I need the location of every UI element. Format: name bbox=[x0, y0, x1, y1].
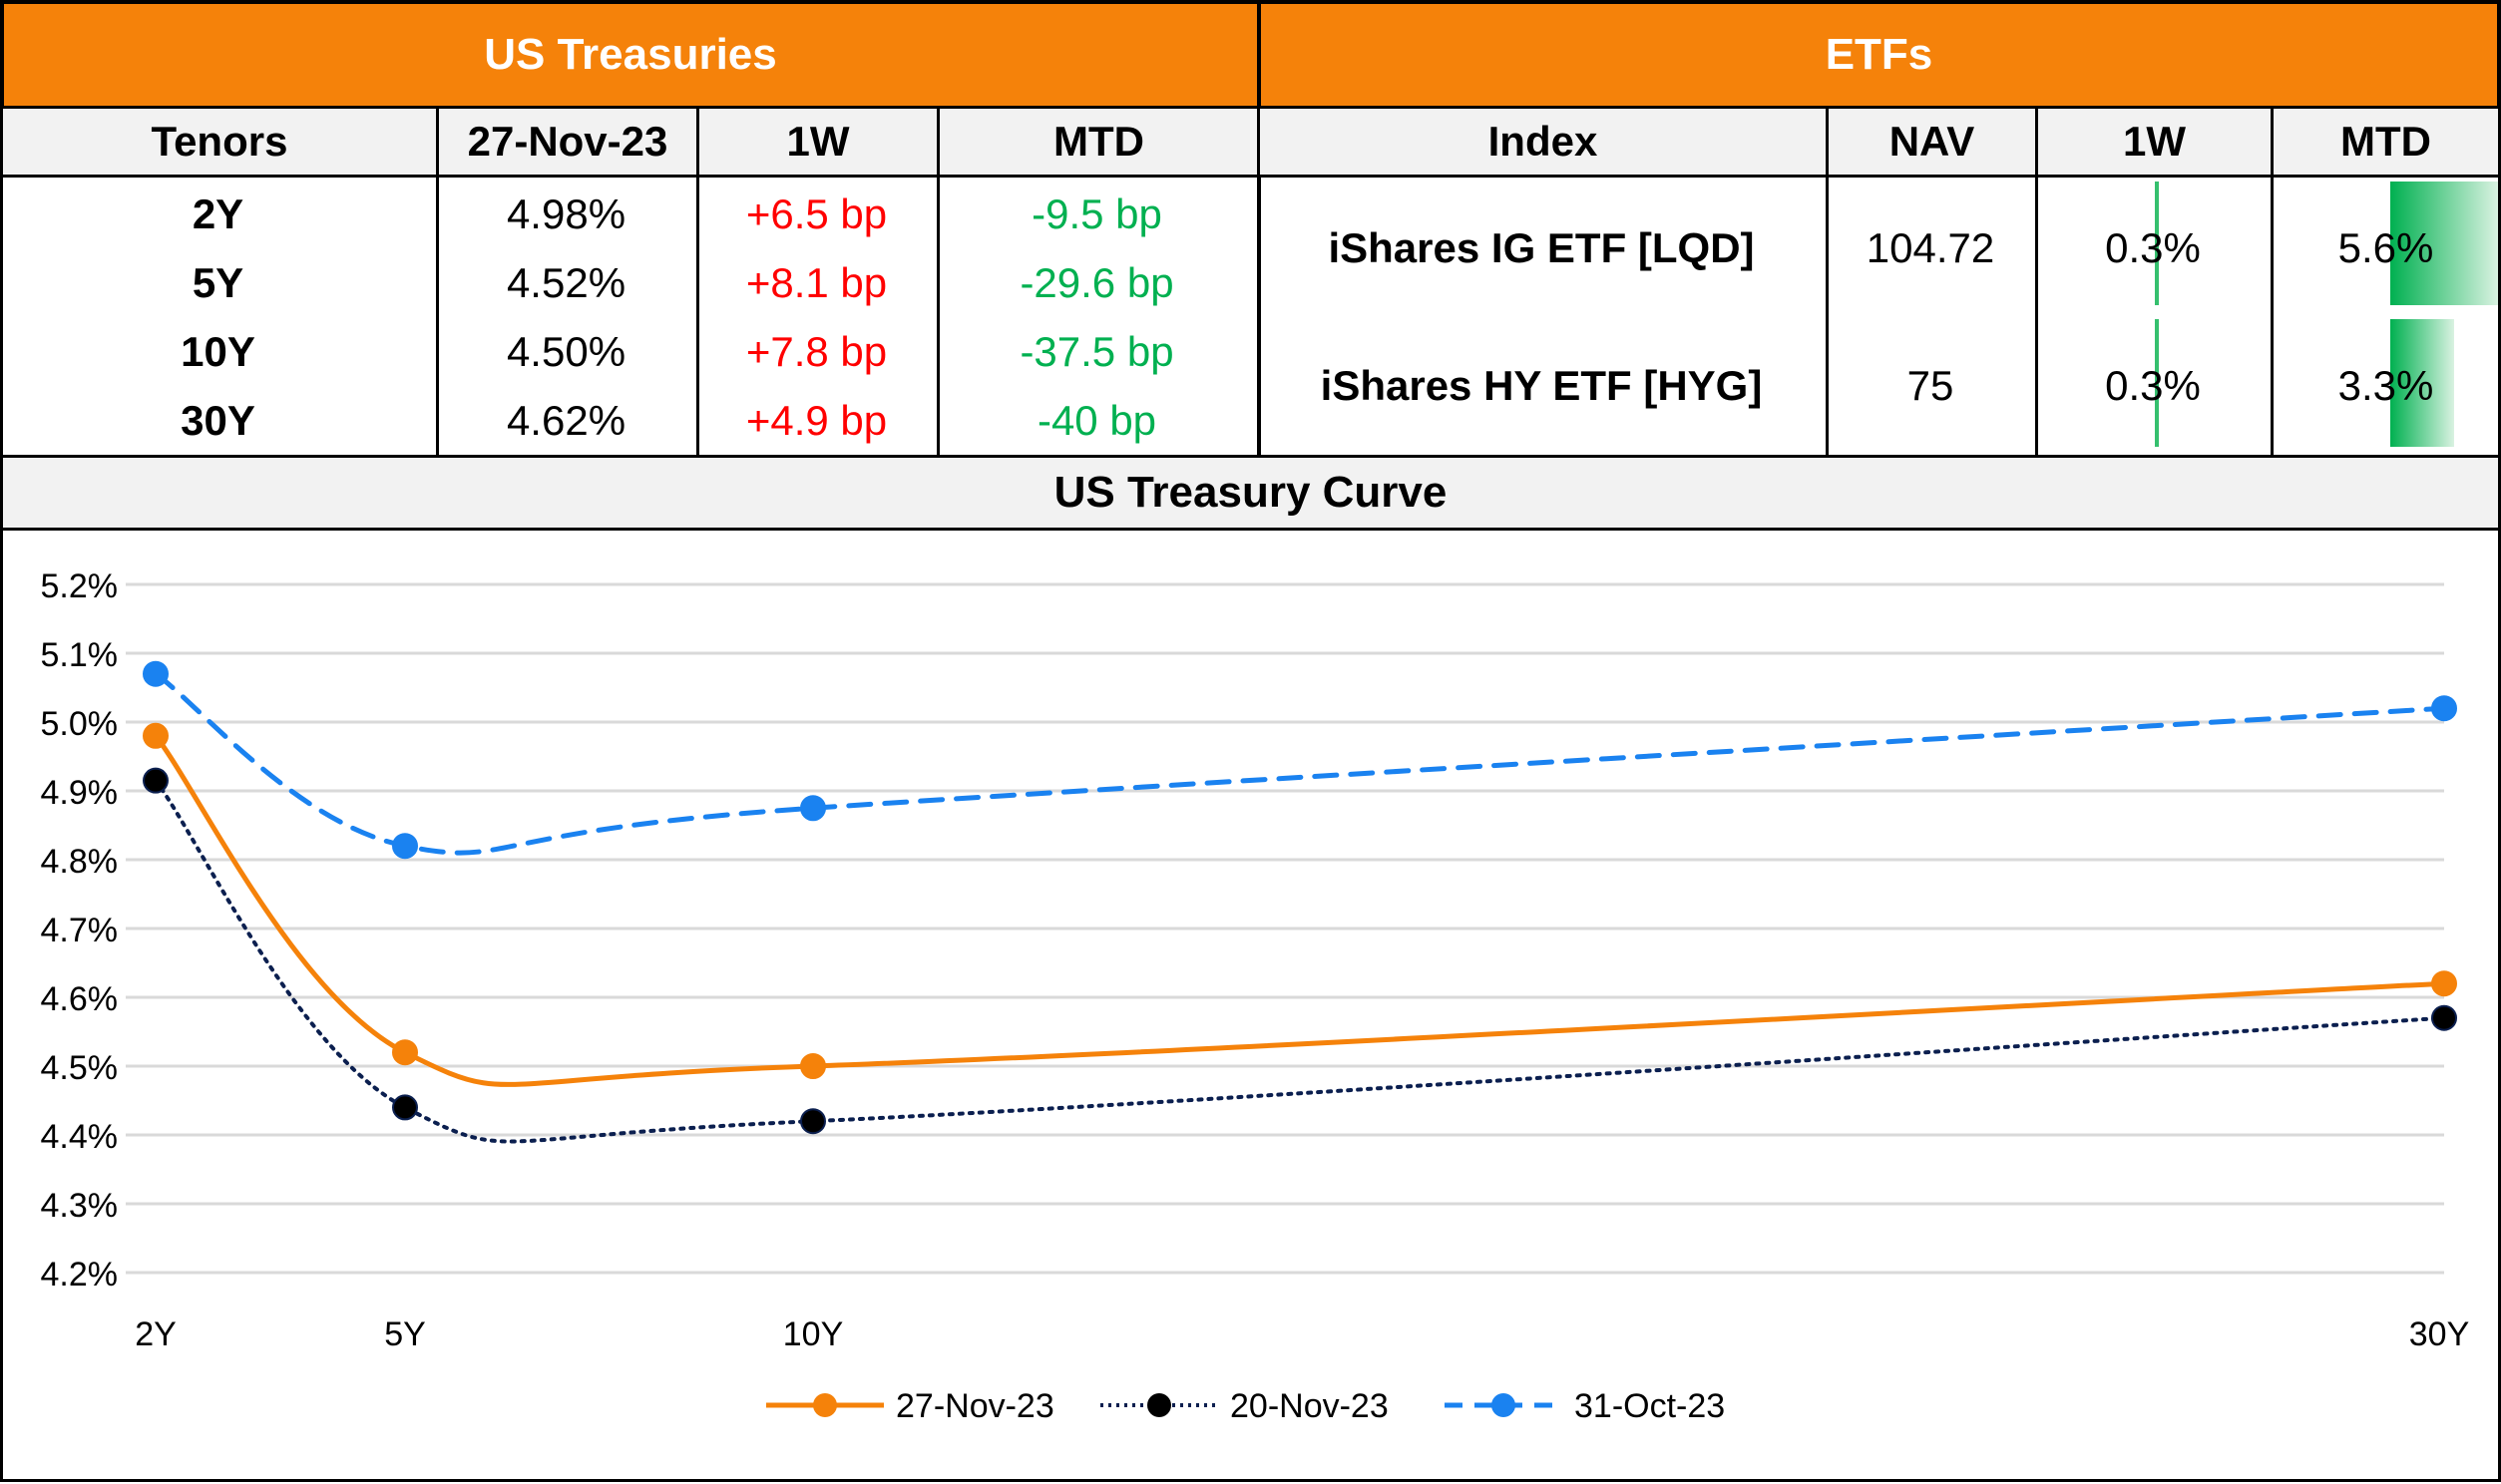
etf-rows: iShares IG ETF [LQD] 104.72 0.3% 5.6% iS… bbox=[1257, 180, 2501, 455]
treasury-curve-chart: 5.2% 5.1% 5.0% 4.9% 4.8% 4.7% 4.6% 4.5% 4.4% 4.3%… bbox=[41, 567, 2470, 1425]
change-1w-cell: +7.8 bp bbox=[745, 327, 888, 375]
chart-area: 5.2% 5.1% 5.0% 4.9% 4.8% 4.7% 4.6% 4.5% 4.4% 4.3%… bbox=[0, 528, 2501, 1482]
table-row: iShares IG ETF [LQD] 104.72 0.3% 5.6% bbox=[1257, 180, 2501, 317]
header-nav: NAV bbox=[1826, 106, 2038, 178]
change-mtd-cell: -37.5 bp bbox=[1020, 327, 1174, 375]
data-point bbox=[2431, 695, 2457, 722]
y-tick-label: 5.2% bbox=[41, 567, 119, 605]
data-point bbox=[143, 660, 169, 687]
tenor-cell: 30Y bbox=[181, 396, 255, 444]
header-etf-mtd: MTD bbox=[2271, 106, 2501, 178]
header-etf-1w: 1W bbox=[2035, 106, 2274, 178]
etf-1w-databar bbox=[2155, 319, 2159, 447]
treasuries-title: US Treasuries bbox=[0, 0, 1261, 110]
y-tick-label: 4.3% bbox=[41, 1187, 119, 1225]
data-point bbox=[392, 833, 418, 860]
etf-name-cell: iShares HY ETF [HYG] bbox=[1320, 362, 1763, 409]
etf-nav-cell: 75 bbox=[1906, 362, 1954, 409]
y-tick-label: 4.4% bbox=[41, 1118, 119, 1156]
etf-name-cell: iShares IG ETF [LQD] bbox=[1328, 224, 1755, 271]
y-tick-label: 4.5% bbox=[41, 1049, 119, 1087]
tenor-cell: 5Y bbox=[192, 258, 244, 306]
yield-cell: 4.62% bbox=[506, 396, 626, 444]
y-tick-label: 4.8% bbox=[41, 843, 119, 881]
header-tenors: Tenors bbox=[0, 106, 439, 178]
data-point bbox=[2431, 970, 2457, 997]
treasuries-rows: 2Y 4.98% +6.5 bp -9.5 bp 5Y 4.52% +8.1 b… bbox=[0, 180, 1257, 455]
y-tick-label: 5.1% bbox=[41, 636, 119, 674]
y-tick-label: 5.0% bbox=[41, 705, 119, 743]
x-tick-label: 2Y bbox=[135, 1315, 177, 1353]
x-tick-label: 10Y bbox=[783, 1315, 844, 1353]
change-1w-cell: +8.1 bp bbox=[745, 258, 888, 306]
change-1w-cell: +6.5 bp bbox=[745, 189, 888, 237]
tenor-cell: 2Y bbox=[192, 189, 244, 237]
header-mtd: MTD bbox=[937, 106, 1261, 178]
table-row: 10Y 4.50% +7.8 bp -37.5 bp bbox=[0, 317, 1257, 386]
change-mtd-cell: -29.6 bp bbox=[1020, 258, 1174, 306]
etfs-title: ETFs bbox=[1257, 0, 2501, 110]
etf-mtd-cell: 5.6% bbox=[2337, 224, 2434, 271]
data-point bbox=[2431, 1004, 2457, 1031]
y-tick-label: 4.7% bbox=[41, 912, 119, 949]
data-point bbox=[800, 1053, 826, 1079]
etf-mtd-databar bbox=[2390, 182, 2498, 305]
header-1w: 1W bbox=[696, 106, 940, 178]
etf-1w-cell: 0.3% bbox=[2105, 224, 2201, 271]
data-point bbox=[392, 1094, 418, 1121]
yield-cell: 4.52% bbox=[506, 258, 626, 306]
legend-marker bbox=[1147, 1393, 1171, 1417]
y-tick-label: 4.2% bbox=[41, 1256, 119, 1294]
etf-1w-databar bbox=[2155, 182, 2159, 305]
yield-cell: 4.50% bbox=[506, 327, 626, 375]
etf-1w-cell: 0.3% bbox=[2105, 362, 2201, 409]
legend-label: 27-Nov-23 bbox=[896, 1387, 1054, 1425]
header-date: 27-Nov-23 bbox=[436, 106, 699, 178]
series-line-31-Oct-23 bbox=[153, 671, 2447, 856]
legend-label: 20-Nov-23 bbox=[1230, 1387, 1389, 1425]
etf-mtd-cell: 3.3% bbox=[2337, 362, 2434, 409]
table-row: iShares HY ETF [HYG] 75 0.3% 3.3% bbox=[1257, 317, 2501, 455]
chart-title: US Treasury Curve bbox=[0, 455, 2501, 531]
series-line-20-Nov-23 bbox=[154, 778, 2446, 1144]
yield-cell: 4.98% bbox=[506, 189, 626, 237]
data-point bbox=[392, 1039, 418, 1066]
legend-marker bbox=[813, 1393, 837, 1417]
y-tick-label: 4.9% bbox=[41, 774, 119, 812]
x-tick-label: 5Y bbox=[384, 1315, 426, 1353]
change-mtd-cell: -9.5 bp bbox=[1032, 189, 1162, 237]
data-point bbox=[800, 795, 826, 822]
legend-label: 31-Oct-23 bbox=[1574, 1387, 1725, 1425]
table-row: 5Y 4.52% +8.1 bp -29.6 bp bbox=[0, 248, 1257, 317]
data-point bbox=[143, 767, 169, 794]
series-line-27-Nov-23 bbox=[153, 733, 2447, 1087]
change-mtd-cell: -40 bp bbox=[1037, 396, 1157, 444]
etf-mtd-databar bbox=[2390, 319, 2454, 447]
data-point bbox=[143, 722, 169, 749]
y-tick-label: 4.6% bbox=[41, 980, 119, 1018]
change-1w-cell: +4.9 bp bbox=[745, 396, 888, 444]
tenor-cell: 10Y bbox=[181, 327, 255, 375]
table-row: 30Y 4.62% +4.9 bp -40 bp bbox=[0, 386, 1257, 455]
etf-nav-cell: 104.72 bbox=[1866, 224, 1995, 271]
header-index: Index bbox=[1257, 106, 1829, 178]
legend-marker bbox=[1491, 1393, 1515, 1417]
x-tick-label: 30Y bbox=[2409, 1315, 2470, 1353]
table-row: 2Y 4.98% +6.5 bp -9.5 bp bbox=[0, 180, 1257, 248]
data-point bbox=[800, 1108, 826, 1135]
